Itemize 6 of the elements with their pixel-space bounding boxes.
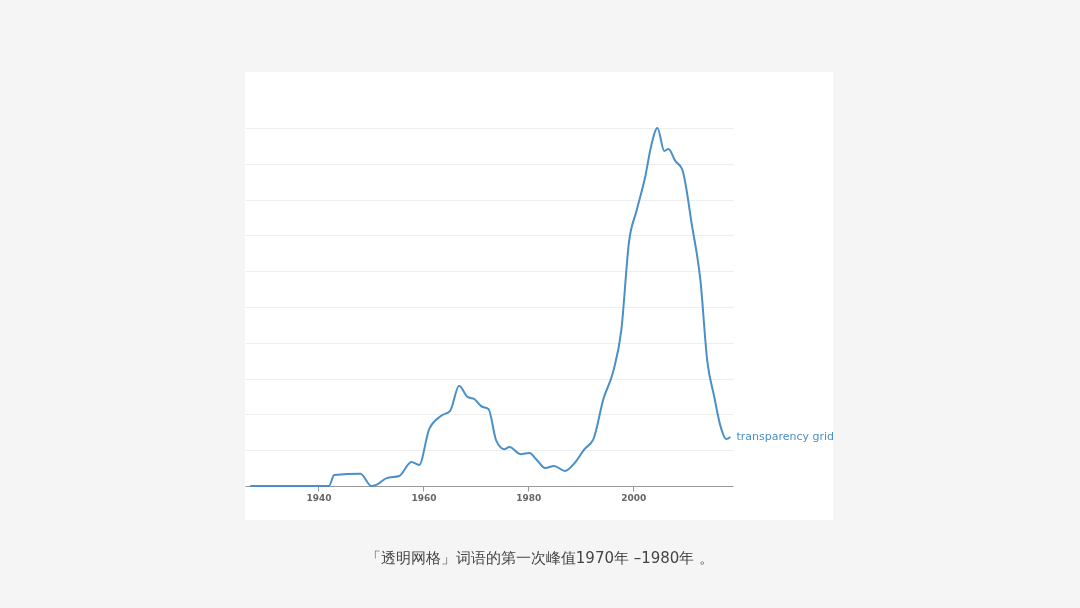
x-tick-label: 2000 (621, 492, 647, 503)
x-tick-label: 1940 (306, 492, 332, 503)
series-label: transparency grid (736, 429, 834, 443)
text: 「透明网格」词语的第一次峰值1970年 –1980年 。 (364, 549, 716, 568)
x-tick-label: 1960 (411, 492, 437, 503)
x-tick-label: 1980 (516, 492, 542, 503)
